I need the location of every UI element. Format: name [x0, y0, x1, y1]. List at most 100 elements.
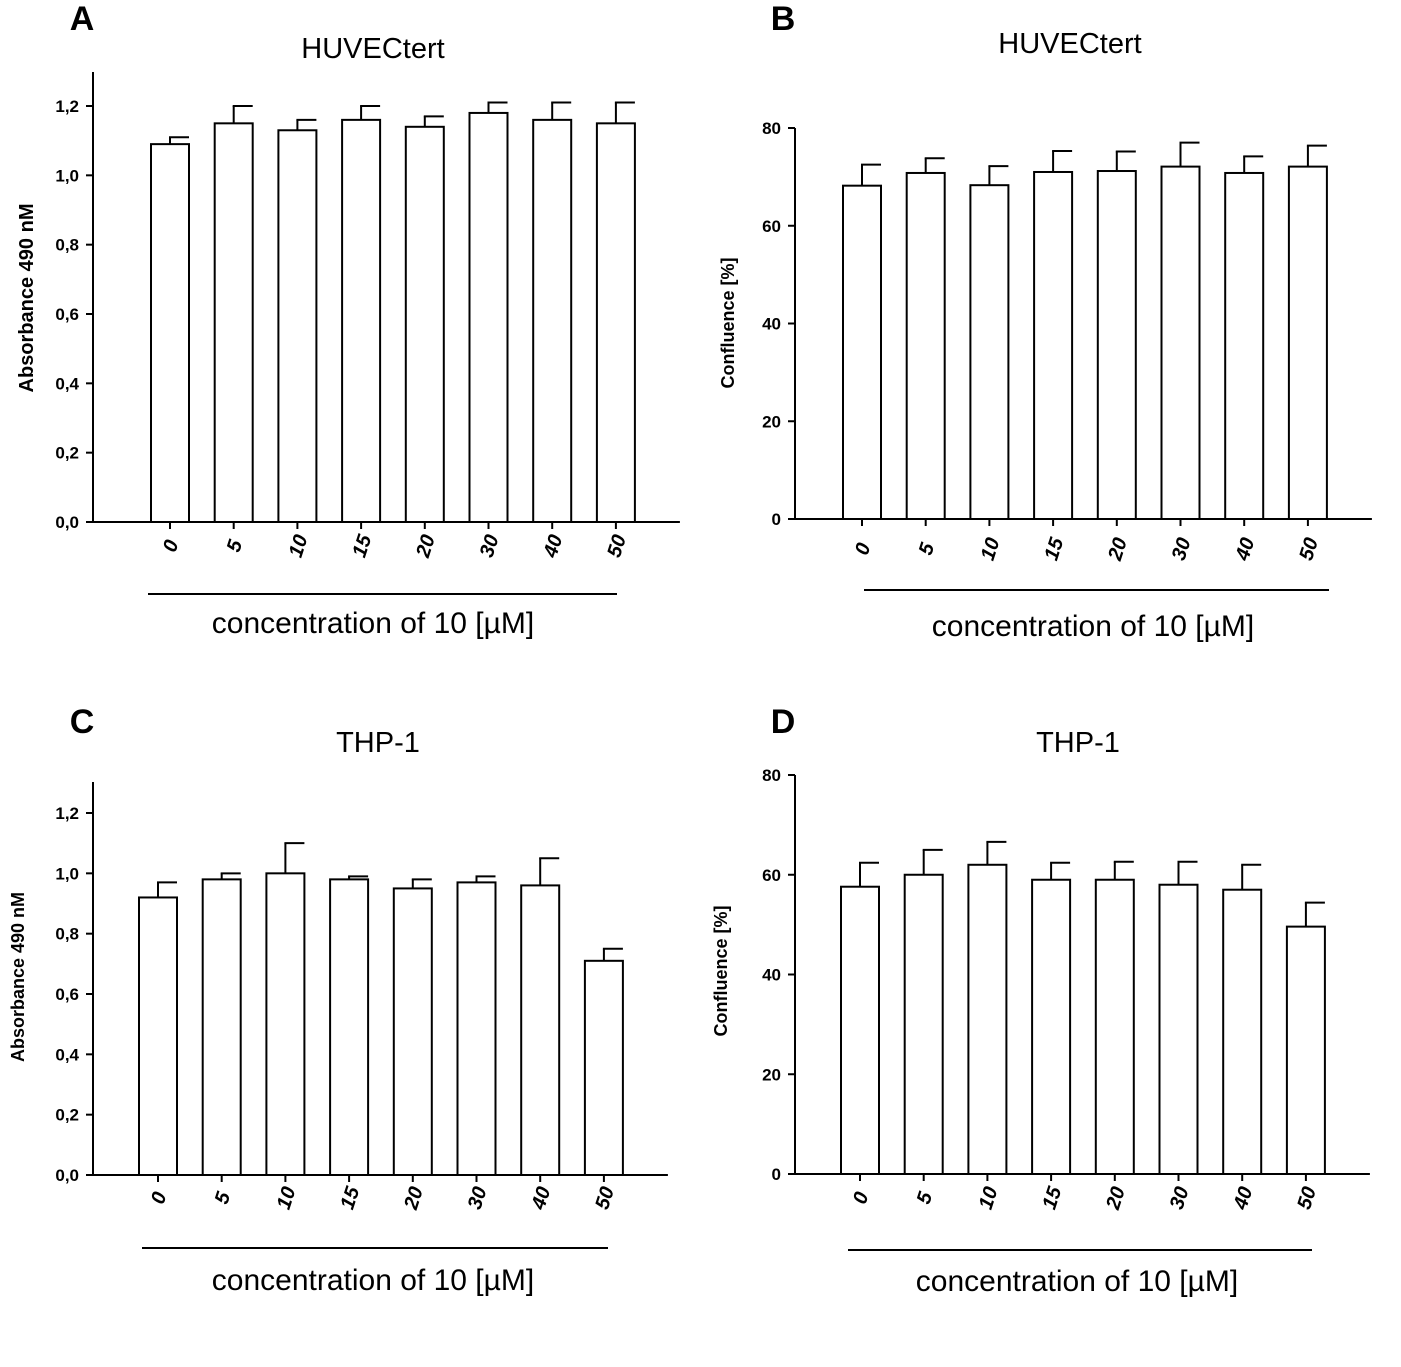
x-tick-label: 30 — [464, 1184, 492, 1212]
y-tick-label: 40 — [762, 315, 781, 334]
bar-15 — [329, 878, 370, 1176]
x-tick-label: 40 — [539, 532, 567, 561]
x-tick-label: 5 — [915, 540, 940, 558]
x-tick-label: 50 — [603, 532, 631, 560]
y-tick-label: 0 — [772, 1165, 781, 1184]
bar-20 — [392, 887, 433, 1177]
bar-10 — [967, 863, 1008, 1176]
x-tick-label: 15 — [1038, 1183, 1066, 1212]
bar-10 — [969, 184, 1010, 520]
x-axis-title: concentration of 10 [µM] — [212, 1264, 534, 1297]
bar-30 — [1160, 165, 1201, 521]
bar-20 — [1094, 878, 1135, 1175]
panel-letter: B — [771, 0, 796, 38]
bar-30 — [1158, 883, 1199, 1175]
y-tick-label: 60 — [762, 217, 781, 236]
bar-20 — [1096, 170, 1137, 520]
bar-50 — [1287, 165, 1328, 521]
y-tick-label: 0,2 — [55, 1106, 79, 1125]
chart-panel-b: B HUVECtert 0 20 40 60 80 0 5 10 15 20 30 40 50 Conflue… — [718, 0, 1372, 643]
bar-5 — [905, 171, 946, 520]
x-tick-label: 10 — [977, 535, 1005, 563]
y-tick-label: 0 — [772, 510, 781, 529]
bar-15 — [341, 118, 382, 523]
y-tick-label: 0,6 — [55, 305, 79, 324]
x-tick-label: 40 — [1229, 1184, 1257, 1213]
x-tick-label: 30 — [1166, 1184, 1194, 1212]
chart-title: THP-1 — [1036, 727, 1120, 759]
bar-5 — [201, 878, 242, 1176]
bar-0 — [150, 143, 190, 523]
bar-0 — [840, 885, 880, 1175]
bar-15 — [1031, 878, 1072, 1175]
x-tick-label: 20 — [400, 1184, 428, 1213]
panel-letter: D — [771, 703, 796, 741]
chart-panel-d: D THP-1 0 20 40 60 80 0 5 10 15 20 30 40 50 Confluence … — [711, 703, 1370, 1298]
y-tick-label: 1,0 — [55, 166, 79, 185]
bar-5 — [213, 122, 254, 523]
y-tick-label: 0,2 — [55, 444, 79, 463]
bar-15 — [1033, 170, 1074, 521]
chart-title: HUVECtert — [998, 28, 1141, 60]
panel-letter: A — [70, 0, 95, 38]
bar-30 — [468, 111, 509, 524]
x-tick-label: 0 — [851, 540, 875, 557]
y-tick-label: 0,4 — [55, 374, 79, 393]
x-tick-label: 15 — [348, 531, 376, 560]
x-tick-label: 40 — [1231, 535, 1259, 564]
x-axis-title: concentration of 10 [µM] — [932, 610, 1254, 643]
y-tick-label: 1,2 — [55, 804, 79, 823]
y-tick-label: 1,2 — [55, 97, 79, 116]
bar-5 — [903, 873, 944, 1175]
x-tick-label: 0 — [159, 537, 183, 554]
y-tick-label: 0,0 — [55, 513, 79, 532]
x-tick-label: 50 — [1293, 1184, 1321, 1212]
x-tick-label: 30 — [476, 532, 504, 560]
x-tick-label: 30 — [1168, 535, 1196, 563]
y-tick-label: 20 — [762, 412, 781, 431]
x-tick-label: 5 — [913, 1189, 938, 1207]
bar-50 — [583, 959, 624, 1176]
x-tick-label: 15 — [336, 1183, 364, 1212]
bar-10 — [277, 129, 318, 523]
x-tick-label: 20 — [412, 532, 440, 561]
y-axis-title: Absorbance 490 nM — [16, 204, 38, 393]
chart-panel-a: A HUVECtert 0,0 0,2 0,4 0,6 0,8 1,0 1,2 0 5 10 15 20 3… — [16, 0, 680, 640]
bar-40 — [1224, 171, 1265, 520]
x-axis-title: concentration of 10 [µM] — [212, 607, 534, 640]
y-tick-label: 0,6 — [55, 985, 79, 1004]
y-tick-label: 0,4 — [55, 1045, 79, 1064]
x-tick-label: 5 — [211, 1189, 236, 1207]
x-tick-label: 10 — [273, 1184, 301, 1212]
x-tick-label: 5 — [223, 537, 248, 555]
x-tick-label: 10 — [285, 532, 313, 560]
y-tick-label: 1,0 — [55, 864, 79, 883]
bar-0 — [138, 896, 178, 1176]
x-axis-title: concentration of 10 [µM] — [916, 1265, 1238, 1298]
y-tick-label: 0,8 — [55, 236, 79, 255]
chart-panel-c: C THP-1 0,0 0,2 0,4 0,6 0,8 1,0 1,2 0 5 10 15 20 30 40 5… — [8, 703, 668, 1297]
bar-50 — [1285, 925, 1326, 1175]
bar-30 — [456, 881, 497, 1177]
y-tick-label: 80 — [762, 119, 781, 138]
bar-40 — [1222, 888, 1263, 1176]
x-tick-label: 0 — [849, 1189, 873, 1206]
chart-title: THP-1 — [336, 727, 420, 759]
y-tick-label: 60 — [762, 866, 781, 885]
x-tick-label: 20 — [1102, 1184, 1130, 1213]
y-axis-title: Confluence [%] — [718, 257, 738, 388]
y-tick-label: 20 — [762, 1065, 781, 1084]
bar-0 — [842, 184, 882, 521]
x-tick-label: 20 — [1104, 535, 1132, 564]
y-tick-label: 80 — [762, 766, 781, 785]
y-axis-title: Absorbance 490 nM — [8, 892, 28, 1062]
bar-40 — [520, 884, 561, 1177]
bar-40 — [532, 118, 573, 523]
bar-20 — [404, 125, 445, 524]
x-tick-label: 50 — [591, 1184, 619, 1212]
bar-50 — [595, 122, 636, 523]
x-tick-label: 40 — [527, 1184, 555, 1213]
y-tick-label: 0,8 — [55, 925, 79, 944]
x-tick-label: 10 — [975, 1184, 1003, 1212]
